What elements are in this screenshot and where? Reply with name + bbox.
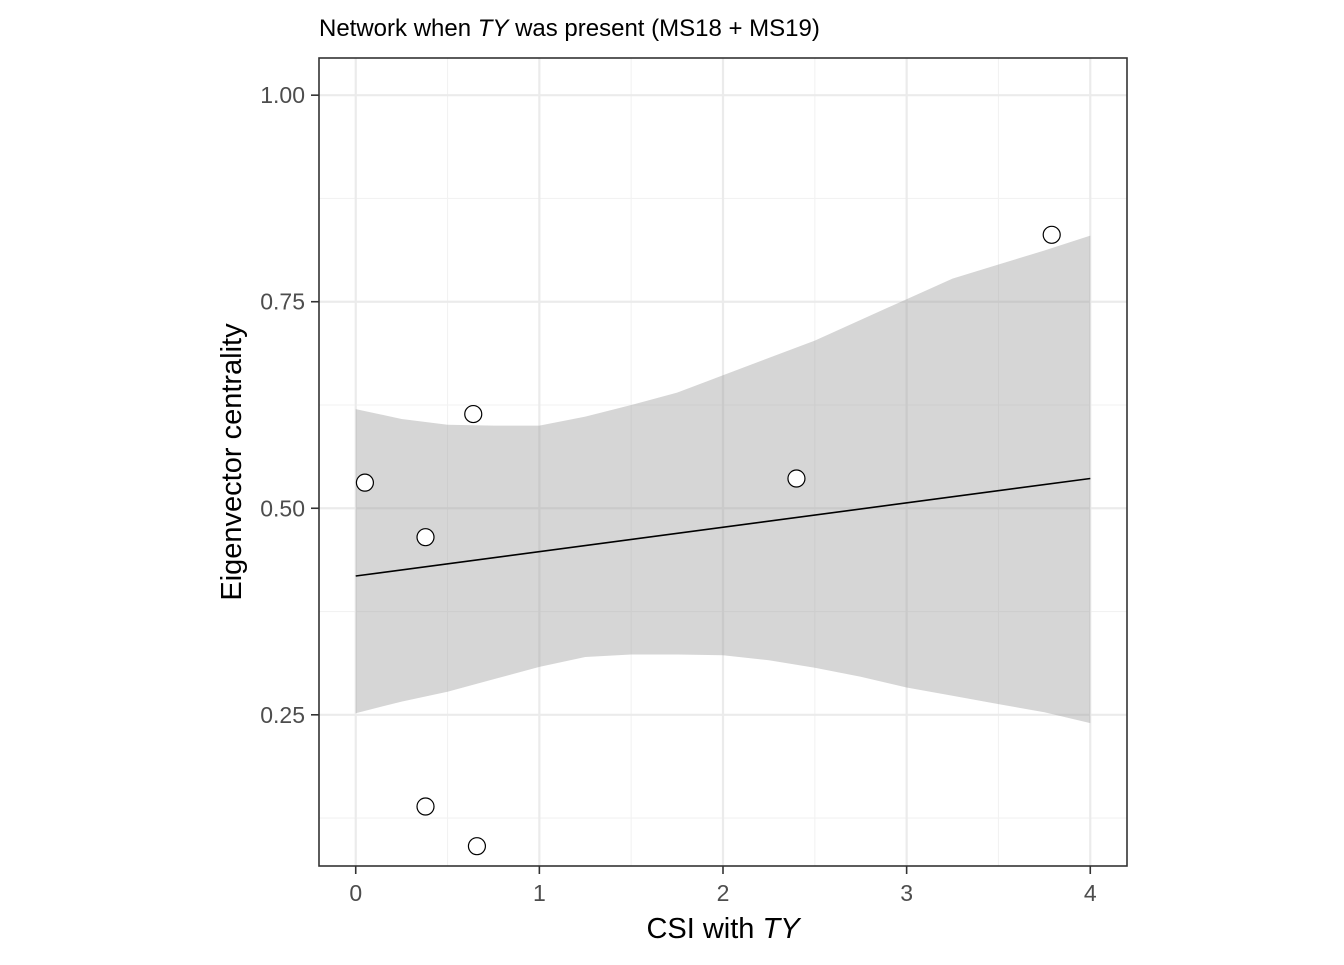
y-tick-label: 0.25 [260, 702, 305, 728]
x-axis-title-part: CSI with [646, 913, 762, 945]
confidence-ribbon [355, 235, 1091, 724]
x-axis-title: CSI with TY [646, 913, 802, 945]
x-tick-label: 2 [717, 880, 730, 906]
x-tick-label: 1 [533, 880, 546, 906]
data-point [416, 528, 435, 547]
y-axis-title: Eigenvector centrality [216, 323, 248, 601]
chart-title-italic: TY [478, 15, 511, 42]
fit-line-layer [355, 477, 1091, 577]
data-point [355, 473, 375, 492]
data-point [464, 404, 483, 424]
x-axis-ticks: 0 1 2 3 4 [349, 866, 1097, 906]
x-tick-label: 4 [1084, 880, 1097, 906]
data-points-layer [355, 225, 1061, 856]
y-tick-label: 0.75 [260, 289, 305, 315]
x-axis-title-italic: TY [762, 913, 802, 945]
chart-title-part: Network when [319, 15, 478, 42]
chart-title: Network when TY was present (MS18 + MS19… [319, 15, 820, 42]
y-tick-label: 1.00 [260, 82, 305, 108]
data-point [416, 797, 435, 816]
data-point [787, 469, 806, 488]
y-tick-label: 0.50 [260, 495, 305, 521]
data-point [467, 837, 487, 856]
x-tick-label: 3 [900, 880, 913, 906]
data-point [1042, 225, 1061, 244]
regression-line [355, 477, 1091, 577]
confidence-ribbon-layer [355, 235, 1091, 724]
major-gridlines [319, 58, 1127, 866]
x-tick-label: 0 [349, 880, 362, 906]
y-axis-ticks: 0.25 0.50 0.75 1.00 [260, 82, 319, 728]
chart-title-part: was present (MS18 + MS19) [508, 15, 819, 42]
